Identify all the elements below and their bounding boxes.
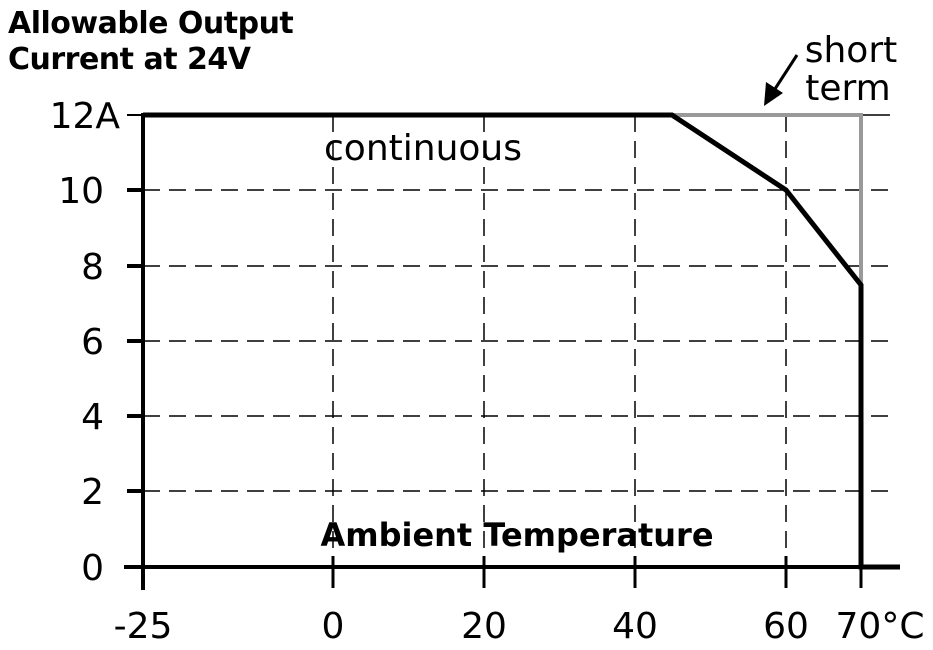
y-label-8: 8 <box>81 247 104 288</box>
grid-horizontal <box>143 189 890 492</box>
chart-title: Allowable Output Current at 24V <box>8 6 294 78</box>
x-ticks <box>141 556 863 590</box>
x-label-40: 40 <box>612 606 658 647</box>
x-label-20: 20 <box>461 606 507 647</box>
x-label-0: 0 <box>322 606 345 647</box>
y-label-4: 4 <box>81 397 104 438</box>
x-label-70: 70°C <box>836 606 925 647</box>
y-ticks <box>127 114 143 493</box>
x-axis-label: Ambient Temperature <box>320 516 713 554</box>
series-continuous <box>143 112 900 570</box>
y-label-6: 6 <box>81 322 104 363</box>
x-label--25: -25 <box>114 606 173 647</box>
series-short-term <box>672 113 863 285</box>
x-label-60: 60 <box>763 606 809 647</box>
grid-vertical <box>332 115 787 567</box>
x-tick-labels: -25 0 20 40 60 70°C <box>114 606 925 647</box>
annotation-short-line2: term <box>805 68 891 109</box>
chart-title-line2: Current at 24V <box>8 42 251 77</box>
y-label-0: 0 <box>81 548 104 589</box>
annotation-short-line1: short <box>805 30 898 71</box>
y-label-2: 2 <box>81 472 104 513</box>
y-label-12: 12A <box>50 96 121 137</box>
y-label-10: 10 <box>58 171 104 212</box>
arrow-icon <box>764 54 799 106</box>
annotation-continuous: continuous <box>324 128 522 169</box>
y-tick-labels: 12A 10 8 6 4 2 0 <box>50 96 121 589</box>
chart-title-line1: Allowable Output <box>8 6 294 41</box>
